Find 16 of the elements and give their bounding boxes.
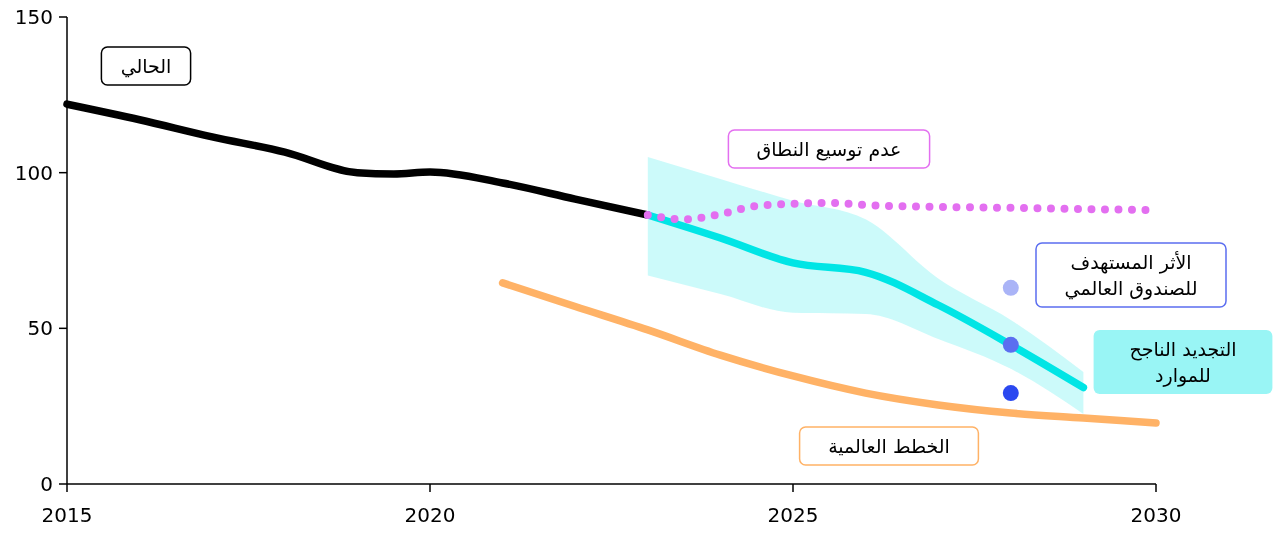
x-tick-label: 2020	[404, 503, 456, 527]
text: التجديد الناجح للموارد	[1129, 338, 1237, 388]
y-tick-label: 150	[14, 5, 53, 29]
point	[1002, 385, 1019, 402]
text: الأثر المستهدف للصندوق العالمي	[1064, 251, 1198, 301]
x-tick-label: 2015	[41, 503, 93, 527]
point	[1002, 279, 1019, 296]
series-label: الخطط العالمية	[828, 435, 950, 458]
y-tick-label: 100	[14, 160, 53, 185]
series-label: الحالي	[120, 55, 172, 79]
y-tick-label: 0	[40, 472, 53, 496]
y-tick-label: 50	[27, 316, 53, 341]
point	[1002, 336, 1019, 353]
x-tick-label: 2030	[1130, 503, 1182, 527]
text: عدم توسيع النطاق	[756, 138, 902, 162]
x-tick-label: 2025	[767, 503, 819, 527]
